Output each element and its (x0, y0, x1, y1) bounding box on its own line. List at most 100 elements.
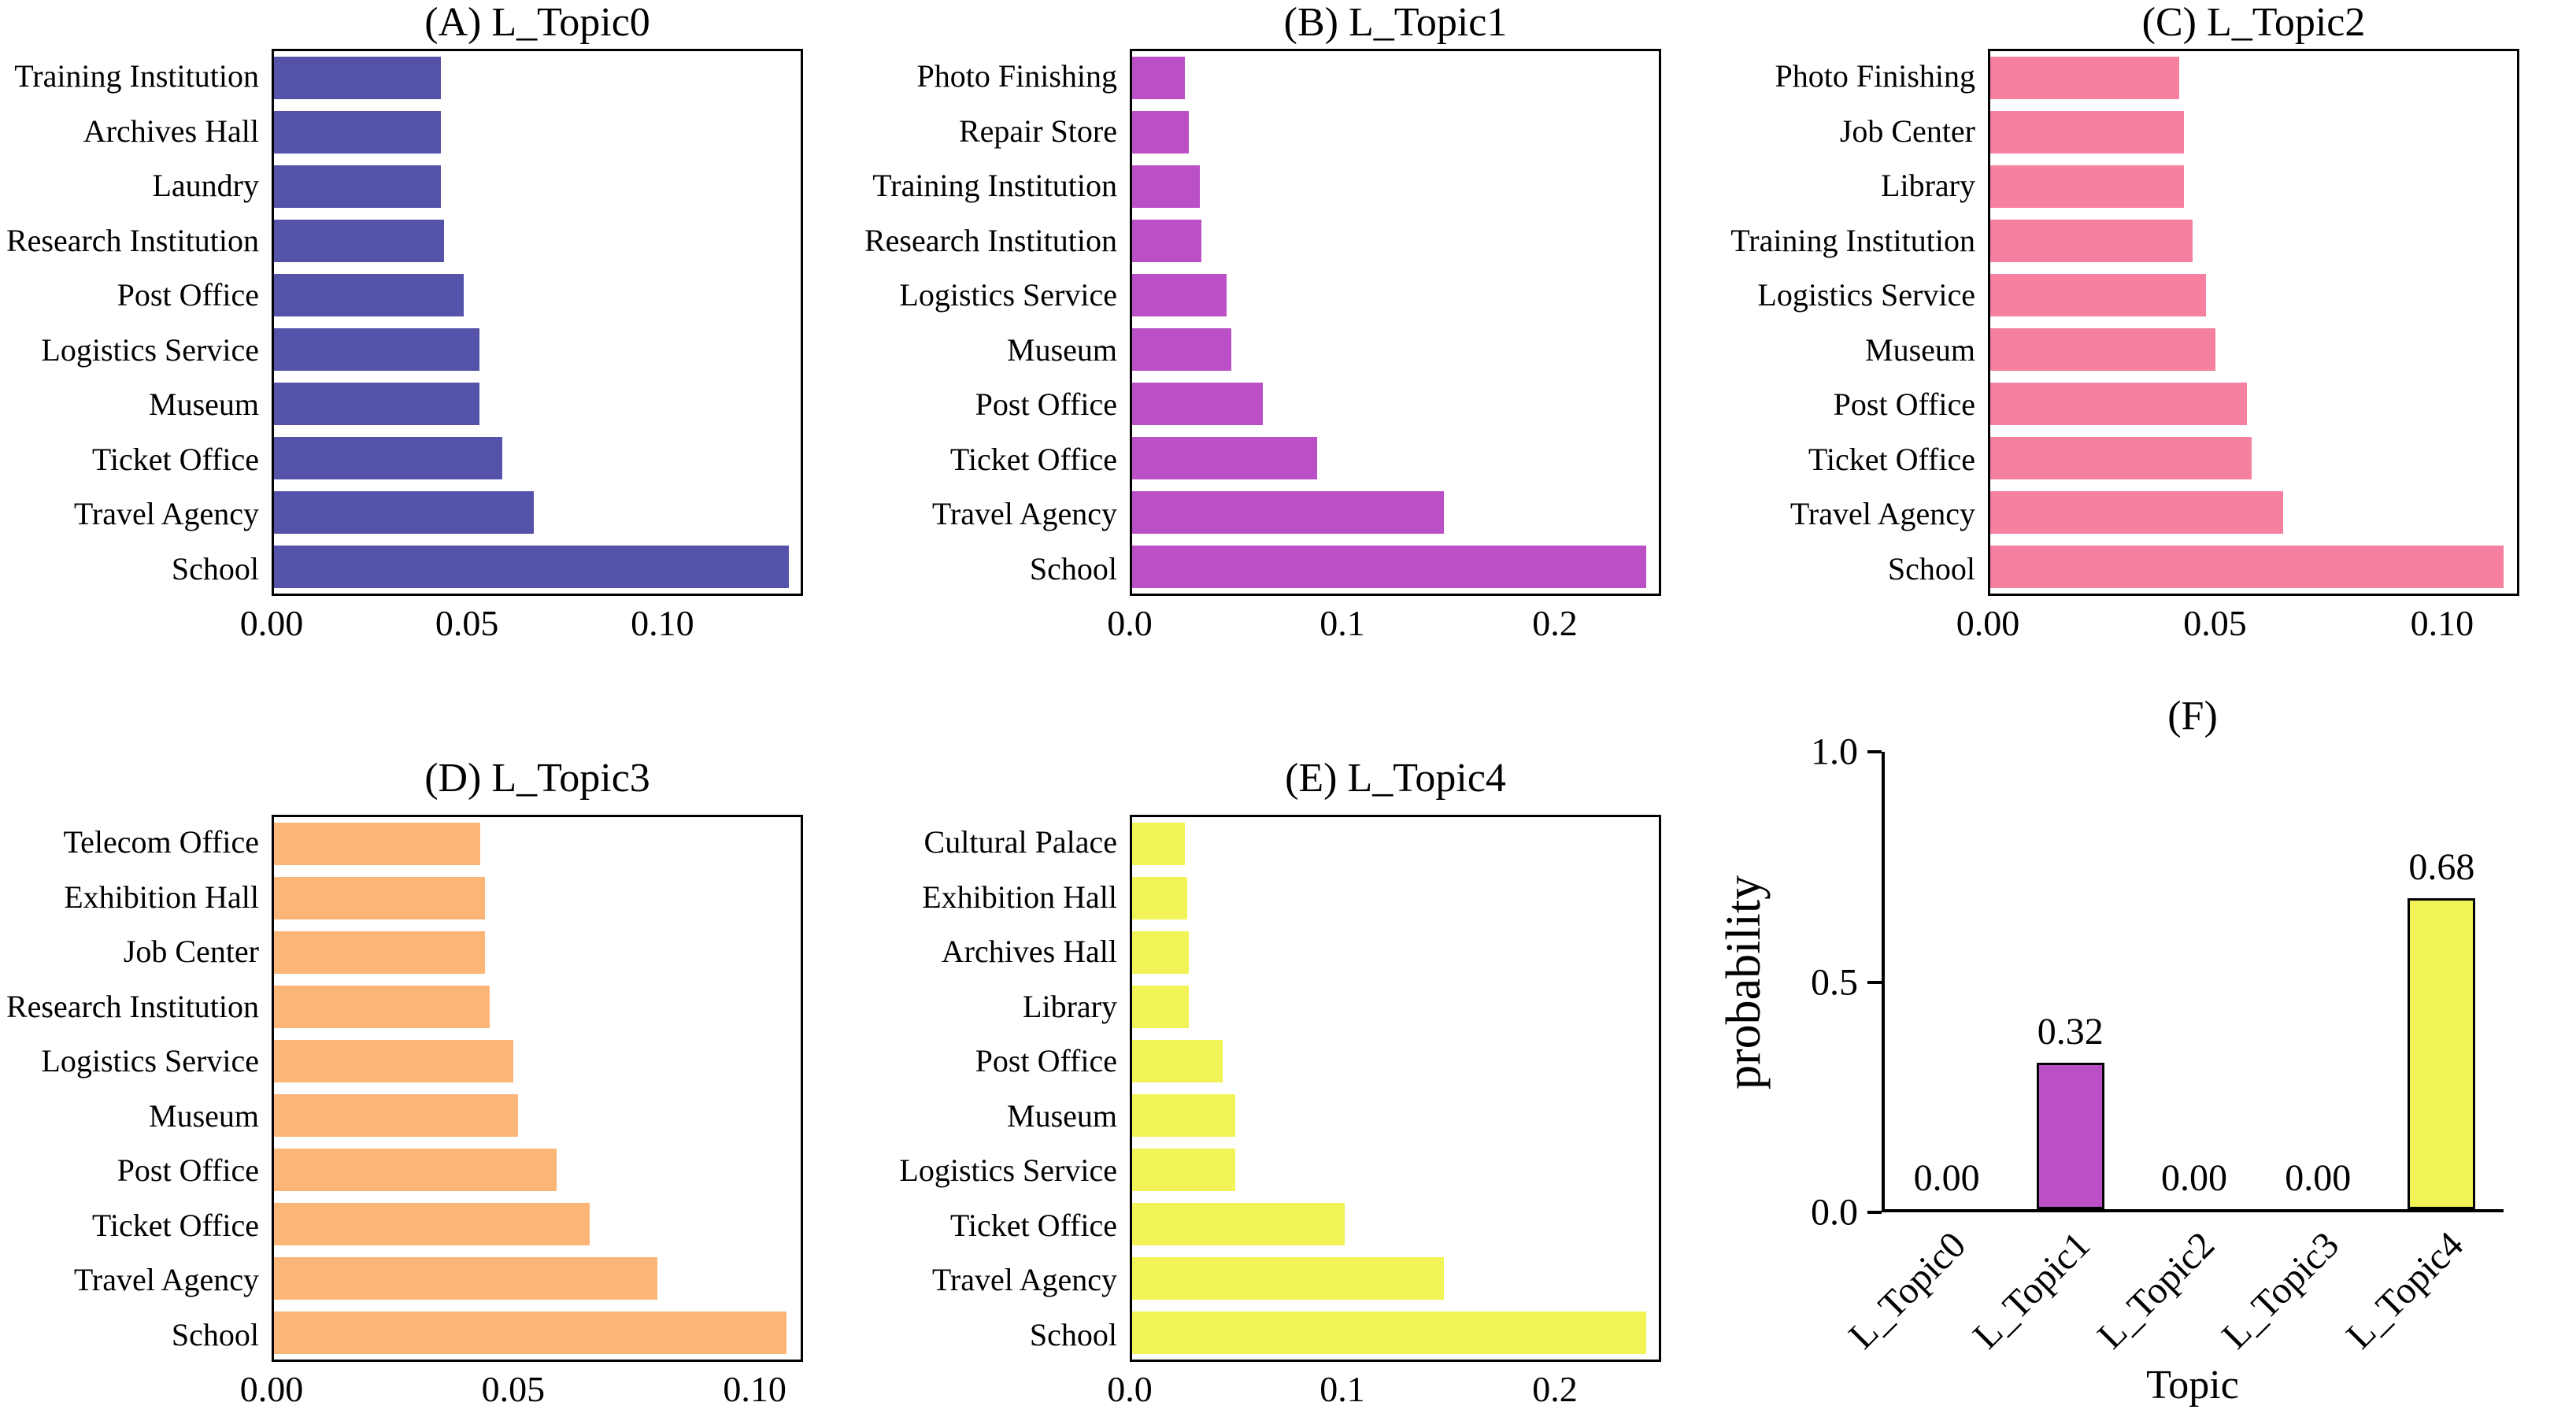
bar-slot-research-institution (1132, 214, 1659, 268)
category-label-exhibition-hall: Exhibition Hall (922, 879, 1117, 915)
bar-logistics-service (1990, 274, 2207, 317)
bar-slot-l-topic0: 0.00 (1885, 752, 2008, 1209)
panel-topic4-x-axis: 0.0 0.1 0.2 (1107, 1362, 1661, 1417)
bar-slot-museum (274, 1089, 801, 1143)
bar-research-institution (274, 220, 445, 263)
category-label-travel-agency: Travel Agency (73, 1262, 259, 1298)
bar-school (1132, 1311, 1646, 1354)
category-label-ticket-office: Ticket Office (91, 441, 259, 477)
category-label-school: School (1029, 1316, 1117, 1352)
panel-topic4-title: (E) L_Topic4 (1285, 756, 1506, 801)
bar-museum (274, 1093, 519, 1137)
category-label-photo-finishing: Photo Finishing (916, 58, 1117, 94)
bar-museum (1132, 327, 1231, 371)
panel-topic4-category-axis: Cultural Palace Exhibition Hall Archives H… (858, 815, 1130, 1362)
x-tick-label-0-00: 0.00 (1956, 603, 2020, 643)
x-tick-label-l-topic3: L_Topic3 (2214, 1223, 2348, 1357)
bar-training-institution (274, 57, 441, 100)
panel-topic0: (A) L_Topic0 Training Institution Archive… (0, 0, 858, 646)
bar-slot-travel-agency (1132, 485, 1659, 539)
bar-exhibition-hall (274, 877, 485, 920)
bar-school (1990, 545, 2504, 588)
bar-slot-travel-agency (1990, 485, 2517, 539)
bar-slot-library (1990, 160, 2517, 214)
bar-logistics-service (274, 1040, 514, 1083)
x-tick-label-0-05: 0.05 (481, 1369, 546, 1409)
panel-topic1-category-axis: Photo Finishing Repair Store Training Inst… (858, 49, 1130, 596)
category-label-ticket-office: Ticket Office (949, 441, 1117, 477)
panel-topic1-x-axis: 0.0 0.1 0.2 (1107, 596, 1661, 651)
panel-topic2-x-axis: 0.00 0.05 0.10 (1956, 596, 2519, 651)
bar-research-institution (1132, 220, 1202, 263)
category-label-photo-finishing: Photo Finishing (1775, 58, 1975, 94)
bar-slot-travel-agency (274, 1251, 801, 1305)
bar-training-institution (1132, 165, 1200, 209)
bar-slot-cultural-palace (1132, 817, 1659, 871)
category-label-ticket-office: Ticket Office (949, 1207, 1117, 1243)
bar-slot-exhibition-hall (274, 871, 801, 926)
x-tick-label-0-1: 0.1 (1319, 1369, 1365, 1409)
bar-slot-museum (1990, 323, 2517, 377)
category-label-logistics-service: Logistics Service (1757, 277, 1975, 313)
category-label-training-institution: Training Institution (14, 58, 259, 94)
category-label-school: School (171, 550, 259, 586)
category-label-museum: Museum (1007, 1097, 1117, 1134)
y-tick-mark-0-0 (1867, 1211, 1882, 1214)
category-label-museum: Museum (1865, 331, 1975, 368)
bar-slot-school (274, 539, 801, 594)
y-tick-label-0-5: 0.5 (1811, 961, 1858, 1003)
category-label-travel-agency: Travel Agency (1790, 496, 1975, 532)
category-label-logistics-service: Logistics Service (41, 1043, 259, 1079)
category-label-museum: Museum (149, 1097, 259, 1134)
x-tick-label-0-05: 0.05 (435, 603, 499, 643)
bar-slot-archives-hall (274, 105, 801, 160)
category-label-travel-agency: Travel Agency (73, 496, 259, 532)
bar-museum (1990, 327, 2215, 371)
category-label-post-office: Post Office (975, 1043, 1117, 1079)
bar-slot-school (1132, 1305, 1659, 1360)
category-label-research-institution: Research Institution (6, 222, 259, 258)
bar-slot-research-institution (274, 980, 801, 1034)
panel-topic2-plot-area (1988, 49, 2519, 596)
bar-slot-research-institution (274, 214, 801, 268)
bar-ticket-office (1132, 1202, 1345, 1245)
x-tick-label-l-topic0: L_Topic0 (1841, 1223, 1975, 1357)
bar-slot-post-office (1132, 1034, 1659, 1089)
bar-logistics-service (1132, 1148, 1236, 1191)
category-label-travel-agency: Travel Agency (931, 1262, 1117, 1298)
bar-school (274, 545, 790, 588)
category-label-school: School (1887, 550, 1975, 586)
y-tick-mark-1-0 (1867, 750, 1882, 753)
bar-school (274, 1311, 786, 1354)
category-label-library: Library (1881, 168, 1975, 204)
bar-slot-telecom-office (274, 817, 801, 871)
panel-topic2-category-axis: Photo Finishing Job Center Library Training… (1716, 49, 1988, 596)
panel-topic0-category-axis: Training Institution Archives Hall Laundry… (0, 49, 272, 596)
bar-ticket-office (1132, 436, 1318, 479)
panel-topic3: (D) L_Topic3 Telecom Office Exhibition Ha… (0, 646, 858, 1411)
bar-l-topic4 (2408, 897, 2476, 1209)
category-label-library: Library (1023, 988, 1117, 1024)
bar-job-center (274, 931, 485, 975)
x-tick-label-0-00: 0.00 (239, 603, 304, 643)
panel-topic3-plot-area (272, 815, 803, 1362)
bar-slot-logistics-service (274, 323, 801, 377)
x-tick-label-0-00: 0.00 (239, 1369, 304, 1409)
category-label-ticket-office: Ticket Office (1808, 441, 1975, 477)
y-tick-label-0-0: 0.0 (1811, 1191, 1858, 1234)
bar-ticket-office (1990, 436, 2252, 479)
category-label-school: School (171, 1316, 259, 1352)
bar-travel-agency (274, 1256, 657, 1300)
x-tick-label-0-1: 0.1 (1319, 603, 1365, 643)
bar-library (1990, 165, 2184, 209)
panel-topic2: (C) L_Topic2 Photo Finishing Job Center Li… (1716, 0, 2576, 646)
bar-slot-archives-hall (1132, 926, 1659, 980)
bar-slot-ticket-office (274, 431, 801, 485)
bar-slot-museum (1132, 323, 1659, 377)
panel-topic3-category-axis: Telecom Office Exhibition Hall Job Center R… (0, 815, 272, 1362)
category-label-job-center: Job Center (123, 934, 259, 970)
category-label-school: School (1029, 550, 1117, 586)
category-label-training-institution: Training Institution (1730, 222, 1975, 258)
bar-post-office (1132, 1040, 1223, 1083)
